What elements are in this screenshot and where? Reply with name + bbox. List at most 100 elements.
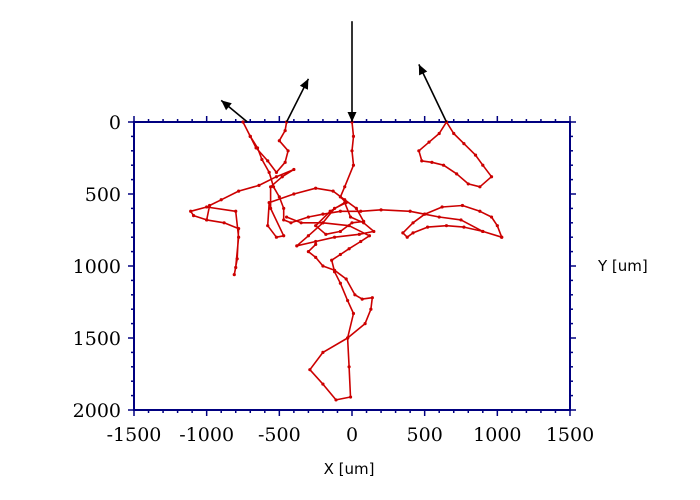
trajectory-point xyxy=(314,239,318,244)
trajectory-point xyxy=(425,225,430,229)
trajectory-point xyxy=(292,192,296,196)
trajectory-point xyxy=(350,221,354,225)
trajectory-point xyxy=(222,221,226,225)
trajectory-point xyxy=(314,186,318,190)
y-tick-label: 1000 xyxy=(73,256,121,278)
trajectory-point xyxy=(338,229,342,234)
trajectory-point xyxy=(277,195,281,199)
trajectory-point xyxy=(282,218,286,222)
y-tick-label: 0 xyxy=(109,112,121,134)
trajectory-point xyxy=(237,235,241,239)
y-axis-title: Y [um] xyxy=(597,257,648,275)
trajectory-point xyxy=(338,209,342,213)
trajectory-point xyxy=(351,163,356,167)
trajectory-point xyxy=(420,159,424,163)
trajectory-point xyxy=(459,218,463,222)
trajectory-point xyxy=(408,209,412,213)
trajectory-point xyxy=(314,255,318,259)
trajectory-point xyxy=(331,189,335,193)
trajectory-point xyxy=(285,215,289,219)
trajectory-point xyxy=(267,170,271,174)
trajectory-point xyxy=(346,336,350,340)
trajectory-point xyxy=(343,185,347,189)
trajectory-point xyxy=(363,322,367,326)
trajectory-point xyxy=(266,159,270,163)
x-tick-label: -500 xyxy=(258,424,301,446)
trajectory-point xyxy=(423,212,427,216)
trajectory-point xyxy=(440,205,444,209)
x-tick-label: 500 xyxy=(407,424,443,446)
trajectory-point xyxy=(280,175,284,179)
trajectory-point xyxy=(266,224,270,228)
x-tick-label: 1000 xyxy=(473,424,521,446)
trajectory-point xyxy=(455,172,459,176)
trajectory-point xyxy=(367,234,372,238)
trajectory-point xyxy=(254,146,258,150)
trajectory-point xyxy=(481,229,485,234)
trajectory-point xyxy=(267,201,271,205)
trajectory-point xyxy=(478,209,482,213)
trajectory-point xyxy=(359,209,363,213)
trajectory-point xyxy=(437,215,441,219)
trajectory-point xyxy=(360,297,364,301)
trajectory-point xyxy=(427,140,431,144)
trajectory-point xyxy=(347,247,351,251)
trajectory-point xyxy=(460,203,465,208)
trajectory-point xyxy=(282,234,286,238)
trajectory-point xyxy=(205,205,209,209)
trajectory-line xyxy=(418,121,493,188)
trajectory-point xyxy=(274,175,279,179)
y-tick-labels: 0 500 1000 1500 2000 xyxy=(73,112,121,422)
trajectory-point xyxy=(219,198,223,202)
trajectory-point xyxy=(478,185,482,189)
trajectory-point xyxy=(271,185,276,189)
trajectory-line xyxy=(286,216,374,401)
axis-ticks xyxy=(128,116,576,416)
trajectory-point xyxy=(189,209,193,213)
trajectory-point xyxy=(321,264,325,268)
trajectory-point xyxy=(411,231,415,235)
trajectory-point xyxy=(314,242,318,246)
arrow-shaft xyxy=(418,64,448,123)
trajectory-point xyxy=(292,167,296,172)
trajectory-point xyxy=(437,131,441,136)
trajectory-point xyxy=(306,234,310,238)
direction-arrows xyxy=(220,21,448,123)
trajectory-point xyxy=(321,221,325,225)
arrow-head xyxy=(347,112,357,122)
trajectory-point xyxy=(372,229,376,234)
trajectory-point xyxy=(441,163,446,167)
trajectory-point xyxy=(417,149,421,153)
trajectory-point xyxy=(332,206,337,210)
trajectory-point xyxy=(237,226,241,231)
trajectory-point xyxy=(489,215,494,219)
trajectory-point xyxy=(462,225,466,229)
trajectory-point xyxy=(338,252,342,257)
trajectory-point xyxy=(334,398,338,402)
trajectory-point xyxy=(357,232,361,236)
trajectory-point xyxy=(347,365,351,369)
trajectory-point xyxy=(370,296,374,300)
trajectory-point xyxy=(369,307,373,311)
trajectory-point xyxy=(495,224,499,228)
trajectory-point xyxy=(379,208,383,212)
trajectory-point xyxy=(332,235,337,239)
trajectory-point xyxy=(274,235,279,239)
y-tick-label: 2000 xyxy=(73,400,121,422)
trajectory-point xyxy=(362,219,366,223)
trajectory-point xyxy=(282,206,286,210)
trajectory-point xyxy=(260,157,264,162)
trajectory-point xyxy=(348,395,353,399)
trajectory-line xyxy=(189,121,375,276)
trajectory-point xyxy=(269,206,273,210)
trajectory-point xyxy=(232,273,236,277)
trajectory-point xyxy=(314,224,318,228)
trajectory-point xyxy=(348,215,353,219)
trajectory-point xyxy=(489,175,494,179)
trajectory-point xyxy=(466,182,470,186)
trajectory-point xyxy=(299,221,303,225)
trajectory-point xyxy=(277,139,281,143)
trajectory-point xyxy=(234,265,238,270)
trajectory-point xyxy=(306,250,310,254)
trajectory-point xyxy=(241,120,245,124)
